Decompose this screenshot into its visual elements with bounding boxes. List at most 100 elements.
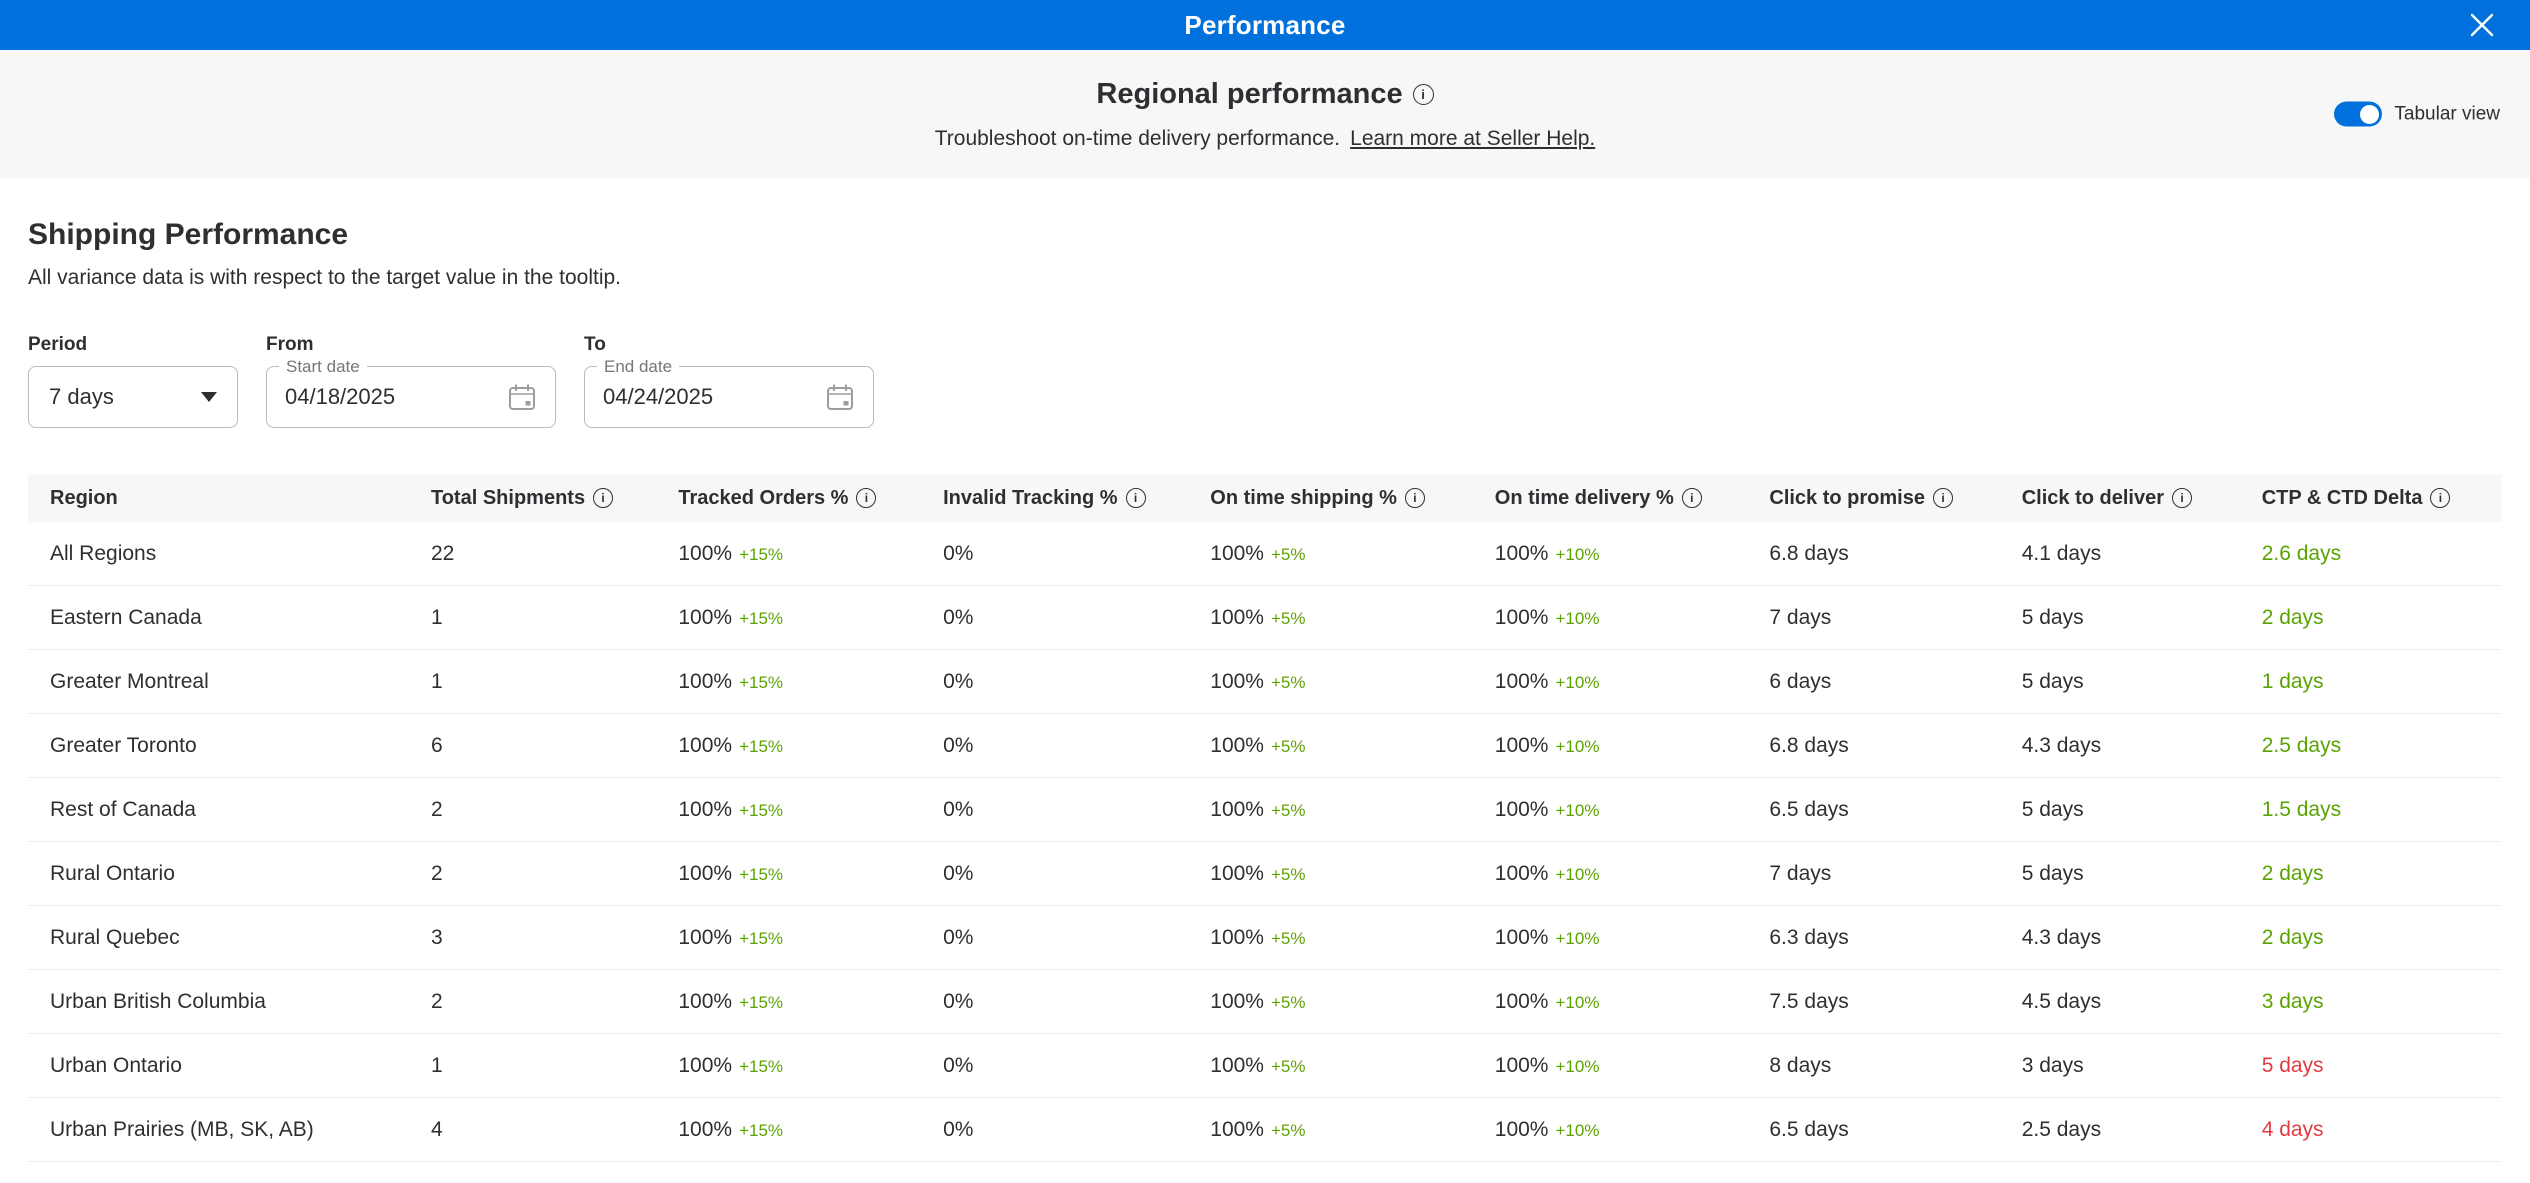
variance-badge: +5% [1271, 545, 1306, 565]
from-filter: From Start date 04/18/2025 [266, 334, 556, 428]
period-filter: Period 7 days [28, 334, 238, 428]
cell-total-shipments: 3 [409, 926, 656, 950]
cell-click-to-deliver: 5 days [2000, 606, 2240, 630]
chevron-down-icon [201, 392, 217, 402]
cell-region: Greater Montreal [28, 670, 409, 694]
cell-on-time-delivery: 100%+10% [1473, 1054, 1748, 1078]
cell-on-time-shipping: 100%+5% [1188, 798, 1473, 822]
column-header-ctp-ctd-delta: CTP & CTD Delta [2240, 487, 2502, 510]
table-row: Greater Montreal 1 100%+15% 0% 100%+5% 1… [28, 650, 2502, 714]
column-label: On time shipping % [1210, 487, 1397, 510]
from-label: From [266, 334, 556, 356]
cell-ctp-ctd-delta: 4 days [2240, 1118, 2502, 1142]
variance-badge: +5% [1271, 1121, 1306, 1141]
table-row: Eastern Canada 1 100%+15% 0% 100%+5% 100… [28, 586, 2502, 650]
cell-on-time-shipping: 100%+5% [1188, 542, 1473, 566]
cell-click-to-promise: 8 days [1747, 1054, 1999, 1078]
cell-invalid-tracking: 0% [921, 542, 1188, 566]
info-icon[interactable] [593, 488, 613, 508]
cell-total-shipments: 4 [409, 1118, 656, 1142]
toggle-knob [2360, 105, 2379, 124]
period-select[interactable]: 7 days [28, 366, 238, 428]
table-body: All Regions 22 100%+15% 0% 100%+5% 100%+… [28, 522, 2502, 1162]
tabular-view-toggle-group: Tabular view [2334, 102, 2500, 127]
variance-badge: +10% [1555, 545, 1599, 565]
cell-on-time-delivery: 100%+10% [1473, 798, 1748, 822]
cell-on-time-shipping: 100%+5% [1188, 606, 1473, 630]
table-row: Rural Ontario 2 100%+15% 0% 100%+5% 100%… [28, 842, 2502, 906]
variance-badge: +10% [1555, 1121, 1599, 1141]
cell-ctp-ctd-delta: 2.6 days [2240, 542, 2502, 566]
cell-on-time-shipping: 100%+5% [1188, 862, 1473, 886]
cell-on-time-shipping: 100%+5% [1188, 1054, 1473, 1078]
variance-badge: +5% [1271, 1057, 1306, 1077]
to-label: To [584, 334, 874, 356]
cell-ctp-ctd-delta: 1 days [2240, 670, 2502, 694]
info-icon[interactable] [1682, 488, 1702, 508]
info-icon[interactable] [1413, 84, 1434, 105]
variance-badge: +10% [1555, 993, 1599, 1013]
info-icon[interactable] [856, 488, 876, 508]
cell-ctp-ctd-delta: 3 days [2240, 990, 2502, 1014]
filters-row: Period 7 days From Start date 04/18/2025 [28, 334, 2502, 428]
cell-region: Urban Prairies (MB, SK, AB) [28, 1118, 409, 1142]
column-label: CTP & CTD Delta [2262, 487, 2423, 510]
column-header-total-shipments: Total Shipments [409, 487, 656, 510]
seller-help-link[interactable]: Learn more at Seller Help. [1350, 127, 1595, 150]
cell-on-time-shipping: 100%+5% [1188, 734, 1473, 758]
tabular-view-label: Tabular view [2394, 103, 2500, 125]
modal-header: Performance [0, 0, 2530, 50]
variance-badge: +10% [1555, 609, 1599, 629]
table-row: Urban British Columbia 2 100%+15% 0% 100… [28, 970, 2502, 1034]
cell-tracked-orders: 100%+15% [656, 798, 921, 822]
end-date-value: 04/24/2025 [603, 384, 713, 410]
cell-invalid-tracking: 0% [921, 734, 1188, 758]
variance-badge: +15% [739, 609, 783, 629]
table-header-row: Region Total Shipments Tracked Orders % … [28, 474, 2502, 522]
cell-click-to-deliver: 2.5 days [2000, 1118, 2240, 1142]
cell-invalid-tracking: 0% [921, 798, 1188, 822]
cell-on-time-shipping: 100%+5% [1188, 926, 1473, 950]
info-icon[interactable] [1933, 488, 1953, 508]
cell-click-to-promise: 6.8 days [1747, 734, 1999, 758]
variance-badge: +15% [739, 673, 783, 693]
info-icon[interactable] [2430, 488, 2450, 508]
cell-total-shipments: 6 [409, 734, 656, 758]
info-icon[interactable] [1405, 488, 1425, 508]
variance-badge: +10% [1555, 929, 1599, 949]
cell-region: Urban Ontario [28, 1054, 409, 1078]
end-date-input[interactable]: End date 04/24/2025 [584, 366, 874, 428]
cell-invalid-tracking: 0% [921, 990, 1188, 1014]
start-date-input[interactable]: Start date 04/18/2025 [266, 366, 556, 428]
column-header-click-to-deliver: Click to deliver [2000, 487, 2240, 510]
tabular-view-toggle[interactable] [2334, 102, 2382, 127]
cell-click-to-deliver: 4.3 days [2000, 926, 2240, 950]
info-icon[interactable] [1126, 488, 1146, 508]
cell-tracked-orders: 100%+15% [656, 1118, 921, 1142]
cell-on-time-delivery: 100%+10% [1473, 990, 1748, 1014]
cell-on-time-shipping: 100%+5% [1188, 1118, 1473, 1142]
period-value: 7 days [49, 384, 114, 410]
cell-invalid-tracking: 0% [921, 926, 1188, 950]
variance-badge: +15% [739, 545, 783, 565]
column-header-invalid-tracking: Invalid Tracking % [921, 487, 1188, 510]
cell-click-to-deliver: 5 days [2000, 798, 2240, 822]
variance-badge: +5% [1271, 865, 1306, 885]
cell-region: Greater Toronto [28, 734, 409, 758]
close-icon[interactable] [2466, 9, 2498, 41]
column-label: Tracked Orders % [678, 487, 848, 510]
regional-performance-band: Regional performance Troubleshoot on-tim… [0, 50, 2530, 178]
calendar-icon[interactable] [825, 382, 855, 412]
cell-on-time-delivery: 100%+10% [1473, 606, 1748, 630]
cell-click-to-promise: 6.5 days [1747, 1118, 1999, 1142]
cell-tracked-orders: 100%+15% [656, 542, 921, 566]
cell-tracked-orders: 100%+15% [656, 926, 921, 950]
cell-click-to-deliver: 4.3 days [2000, 734, 2240, 758]
cell-tracked-orders: 100%+15% [656, 862, 921, 886]
cell-total-shipments: 2 [409, 798, 656, 822]
info-icon[interactable] [2172, 488, 2192, 508]
cell-total-shipments: 1 [409, 606, 656, 630]
cell-invalid-tracking: 0% [921, 670, 1188, 694]
calendar-icon[interactable] [507, 382, 537, 412]
cell-total-shipments: 2 [409, 862, 656, 886]
